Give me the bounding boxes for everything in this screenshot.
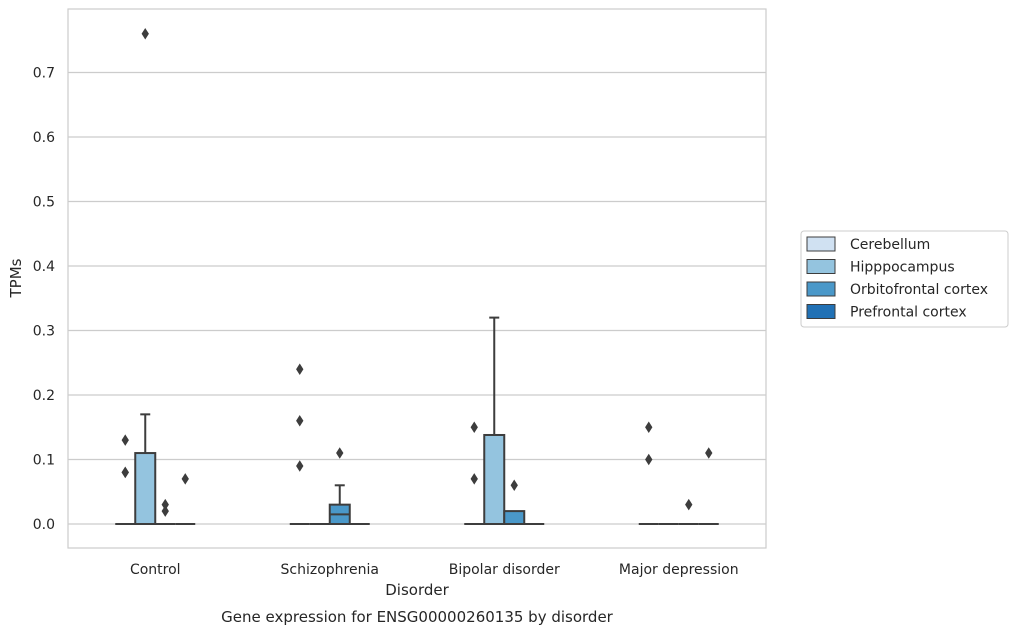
y-tick-label: 0.2: [33, 388, 55, 404]
legend-swatch: [806, 236, 836, 252]
box-cerebellum: [289, 363, 310, 525]
x-tick-label: Major depression: [619, 562, 739, 578]
outlier-point: [645, 421, 653, 433]
y-tick-label: 0.6: [33, 130, 55, 146]
y-tick-label: 0.1: [33, 453, 55, 469]
legend-frame: [800, 230, 1009, 328]
outlier-point: [296, 415, 304, 427]
figure-caption: Gene expression for ENSG00000260135 by d…: [221, 608, 614, 626]
outlier-point: [685, 498, 693, 511]
box-body: [483, 433, 506, 525]
legend-label: Hipppocampus: [850, 260, 955, 276]
outlier-point: [336, 447, 344, 459]
box-orbitofrontal-cortex: [155, 498, 176, 525]
y-tick-label: 0.0: [33, 517, 55, 533]
outlier-point: [470, 473, 478, 485]
outlier-point: [470, 421, 478, 433]
gridlines: [68, 71, 766, 525]
box-cerebellum: [464, 421, 485, 525]
outlier-point: [121, 466, 129, 479]
box-hipppocampus: [483, 316, 506, 525]
box-orbitofrontal-cortex: [328, 447, 351, 525]
outlier-point: [645, 453, 653, 466]
y-tick-label: 0.7: [33, 66, 55, 82]
box-orbitofrontal-cortex: [503, 479, 526, 526]
box-series: [115, 28, 719, 526]
plot-frame: [67, 8, 767, 549]
legend-swatch: [806, 304, 836, 319]
x-tick-label: Bipolar disorder: [449, 562, 560, 578]
x-tick-label: Control: [130, 562, 181, 578]
box-prefrontal-cortex: [175, 473, 196, 525]
y-tick-labels: 0.0 0.1 0.2 0.3 0.4 0.5 0.6 0.7: [33, 66, 55, 534]
legend-swatch: [806, 259, 836, 274]
y-tick-label: 0.3: [33, 324, 55, 340]
x-axis-title: Disorder: [385, 581, 449, 599]
box-cerebellum: [115, 434, 136, 525]
outlier-point: [181, 473, 189, 485]
legend-label: Orbitofrontal cortex: [850, 282, 988, 298]
outlier-point: [705, 447, 713, 459]
box-prefrontal-cortex: [698, 447, 719, 525]
outlier-point: [296, 363, 304, 375]
legend-label: Prefrontal cortex: [850, 305, 967, 321]
box-orbitofrontal-cortex: [678, 498, 699, 525]
legend: Cerebellum Hipppocampus Orbitofrontal cort…: [800, 230, 1009, 328]
outlier-point: [161, 505, 169, 517]
x-tick-label: Schizophrenia: [281, 562, 379, 578]
legend-label: Cerebellum: [850, 237, 930, 253]
y-tick-label: 0.5: [33, 195, 55, 211]
box-hipppocampus: [134, 28, 157, 525]
x-tick-labels: Control Schizophrenia Bipolar disorder Majo…: [130, 562, 739, 578]
legend-swatch: [806, 281, 836, 297]
outlier-point: [121, 434, 129, 446]
box-cerebellum: [638, 421, 659, 525]
y-axis-title: TPMs: [7, 258, 25, 298]
outlier-point: [510, 479, 518, 492]
box-body: [134, 452, 157, 525]
y-tick-label: 0.4: [33, 259, 55, 275]
outlier-point: [296, 460, 304, 472]
outlier-point: [141, 28, 149, 40]
box-body: [503, 510, 526, 526]
